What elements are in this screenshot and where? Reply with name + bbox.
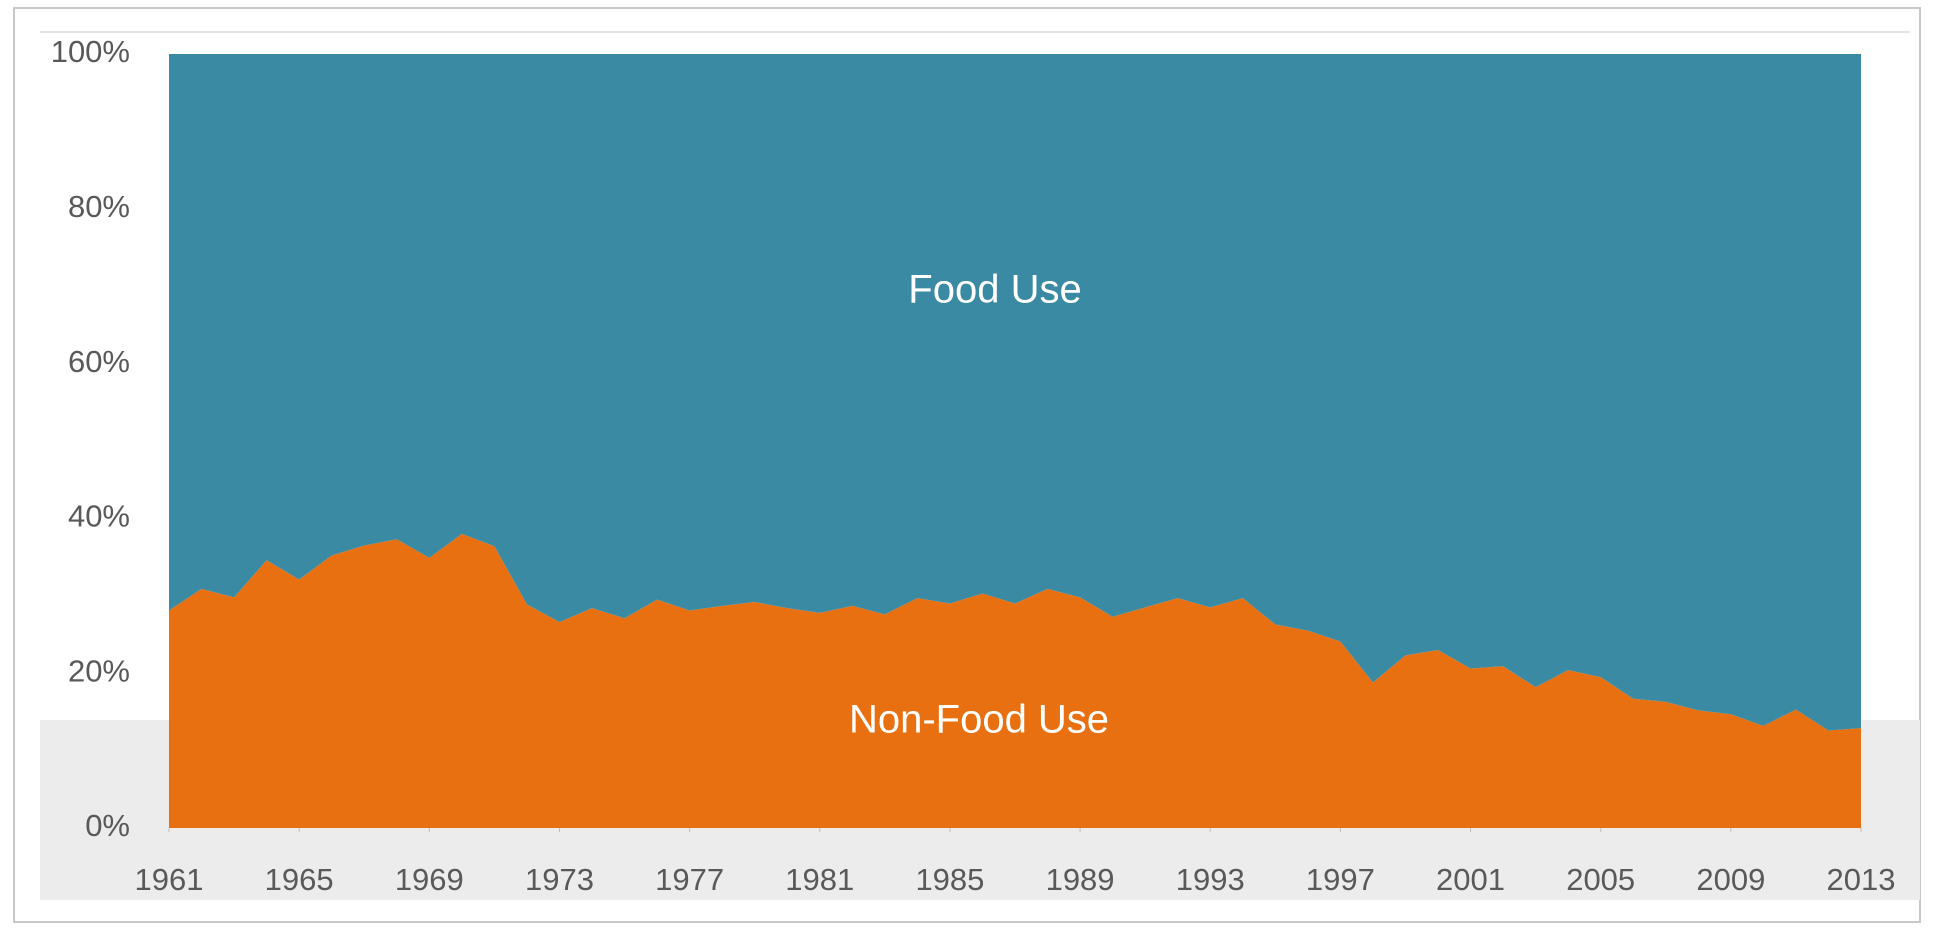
x-tick-label: 1969 xyxy=(395,862,464,897)
x-tick-label: 1997 xyxy=(1306,862,1375,897)
x-tick-label: 1989 xyxy=(1046,862,1115,897)
series-label: Non-Food Use xyxy=(849,698,1109,742)
area xyxy=(169,54,1861,731)
x-tick-label: 2009 xyxy=(1696,862,1765,897)
x-tick-label: 1985 xyxy=(915,862,984,897)
x-tick-label: 2013 xyxy=(1827,862,1896,897)
y-tick-label: 40% xyxy=(68,499,130,534)
x-tick-label: 2001 xyxy=(1436,862,1505,897)
y-tick-label: 20% xyxy=(68,653,130,688)
x-tick-label: 2005 xyxy=(1566,862,1635,897)
x-tick-label: 1993 xyxy=(1176,862,1245,897)
series-label: Food Use xyxy=(908,268,1081,312)
x-tick-label: 1965 xyxy=(265,862,334,897)
y-tick-label: 100% xyxy=(51,34,130,69)
x-tick-label: 1981 xyxy=(785,862,854,897)
x-tick-label: 1973 xyxy=(525,862,594,897)
x-tick-label: 1961 xyxy=(135,862,204,897)
y-tick-label: 60% xyxy=(68,344,130,379)
y-tick-label: 80% xyxy=(68,189,130,224)
y-tick-label: 0% xyxy=(85,808,130,843)
x-tick-label: 1977 xyxy=(655,862,724,897)
plot-area xyxy=(169,54,1861,828)
area xyxy=(169,533,1861,828)
